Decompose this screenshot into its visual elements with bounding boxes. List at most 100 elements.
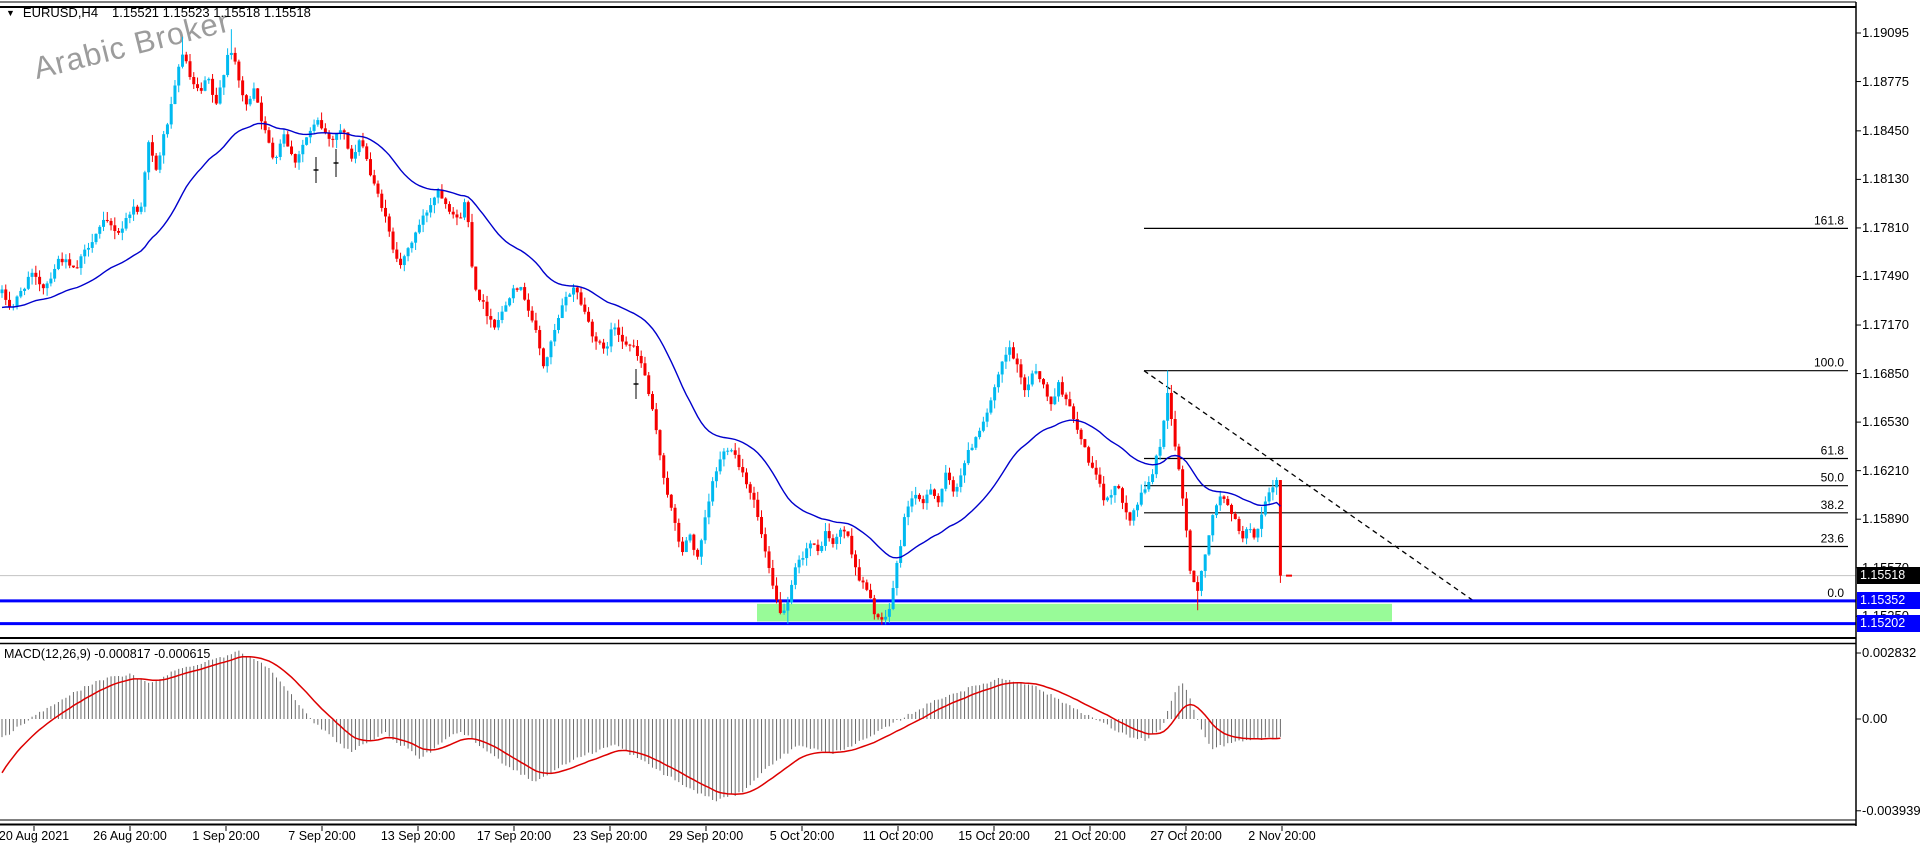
candle-up [718, 459, 722, 472]
candle-down [1230, 504, 1234, 514]
candle-down [60, 258, 64, 263]
candle-up [884, 616, 888, 620]
candle-up [282, 134, 286, 144]
candle-down [1128, 512, 1132, 521]
candle-down [293, 153, 297, 163]
candle-up [1132, 510, 1136, 521]
candle-down [320, 120, 324, 129]
price-axis-label: 1.18130 [1862, 171, 1909, 187]
time-axis-label[interactable]: 7 Sep 20:00 [288, 829, 356, 843]
candle-up [207, 78, 211, 81]
candle-down [741, 467, 745, 473]
candle-down [624, 341, 628, 345]
candle-down [368, 159, 372, 176]
moving-average-line[interactable] [1, 122, 1281, 559]
candle-up [609, 329, 613, 347]
candle-down [214, 94, 218, 104]
candle-down [1094, 467, 1098, 475]
support-zone-rect[interactable] [757, 603, 1392, 622]
macd-axis-label: -0.003939 [1862, 802, 1920, 818]
candle-up [165, 124, 169, 135]
candle-down [590, 321, 594, 337]
candle-down [372, 175, 376, 184]
candle-up [432, 197, 436, 206]
candle-up [838, 529, 842, 537]
candle-down [647, 375, 651, 395]
candle-down [34, 272, 38, 277]
candle-up [1214, 505, 1218, 516]
candle-down [376, 183, 380, 194]
candle-up [906, 506, 910, 518]
time-axis-label[interactable]: 20 Aug 2021 [0, 829, 70, 843]
candle-up [925, 494, 929, 504]
fib-level-label: 50.0 [1821, 471, 1845, 485]
price-axis-label: 1.16530 [1862, 414, 1909, 430]
candle-up [1147, 482, 1151, 490]
time-axis-label[interactable]: 2 Nov 20:00 [1248, 829, 1316, 843]
candle-up [180, 54, 184, 67]
candle-down [1222, 496, 1226, 499]
candle-up [902, 517, 906, 547]
candle-down [196, 84, 200, 89]
candle-up [1158, 446, 1162, 456]
candle-up [429, 205, 433, 213]
time-axis-label[interactable]: 15 Oct 20:00 [958, 829, 1030, 843]
candle-up [1245, 529, 1249, 539]
candle-down [459, 217, 463, 219]
macd-signal-line [1, 655, 1281, 796]
time-axis-label[interactable]: 27 Oct 20:00 [1150, 829, 1222, 843]
trendline-dashed[interactable] [1143, 370, 1476, 603]
time-axis-label[interactable]: 26 Aug 20:00 [93, 829, 167, 843]
symbol-collapse-arrow[interactable]: ▼ [6, 8, 15, 18]
candle-up [605, 346, 609, 349]
candle-down [263, 121, 267, 131]
candle-up [722, 451, 726, 460]
candle-down [639, 355, 643, 364]
time-axis-label[interactable]: 29 Sep 20:00 [668, 829, 744, 843]
price-axis-label: 1.19095 [1862, 25, 1909, 40]
candle-down [211, 78, 215, 95]
candle-down [4, 289, 8, 300]
candle-down [1079, 429, 1083, 440]
candle-up [45, 283, 49, 289]
candle-up [974, 437, 978, 448]
candle-up [940, 488, 944, 503]
candle-up [30, 272, 34, 277]
candle-up [316, 120, 320, 125]
time-axis-label[interactable]: 5 Oct 20:00 [769, 829, 835, 843]
fib-level-label: 0.0 [1827, 586, 1844, 600]
candle-down [696, 549, 700, 557]
candle-down [598, 341, 602, 343]
candle-down [951, 480, 955, 492]
candle-up [226, 54, 230, 76]
time-axis-label[interactable]: 21 Oct 20:00 [1054, 829, 1126, 843]
candle-up [1030, 373, 1034, 385]
price-badge: 1.15352 [1857, 592, 1920, 610]
candle-down [850, 535, 854, 555]
candle-down [1188, 530, 1192, 571]
candle-down [523, 287, 527, 300]
time-axis-label[interactable]: 17 Sep 20:00 [476, 829, 552, 843]
candle-up [564, 296, 568, 306]
candle-down [444, 198, 448, 205]
time-axis-label[interactable]: 1 Sep 20:00 [192, 829, 260, 843]
candle-up [572, 287, 576, 295]
candle-down [654, 409, 658, 431]
candle-down [575, 287, 579, 293]
candle-down [666, 477, 670, 495]
time-axis-label[interactable]: 11 Oct 20:00 [862, 829, 934, 843]
price-badge: 1.15518 [1857, 567, 1920, 585]
candle-down [399, 258, 403, 266]
candle-up [26, 276, 30, 289]
candle-up [1207, 535, 1211, 555]
candle-up [1139, 492, 1143, 505]
candle-up [274, 156, 278, 158]
candle-up [688, 534, 692, 541]
candle-up [173, 85, 177, 105]
time-axis-label[interactable]: 23 Sep 20:00 [572, 829, 648, 843]
candle-down [380, 193, 384, 208]
time-axis-label[interactable]: 13 Sep 20:00 [380, 829, 456, 843]
candle-down [602, 342, 606, 349]
